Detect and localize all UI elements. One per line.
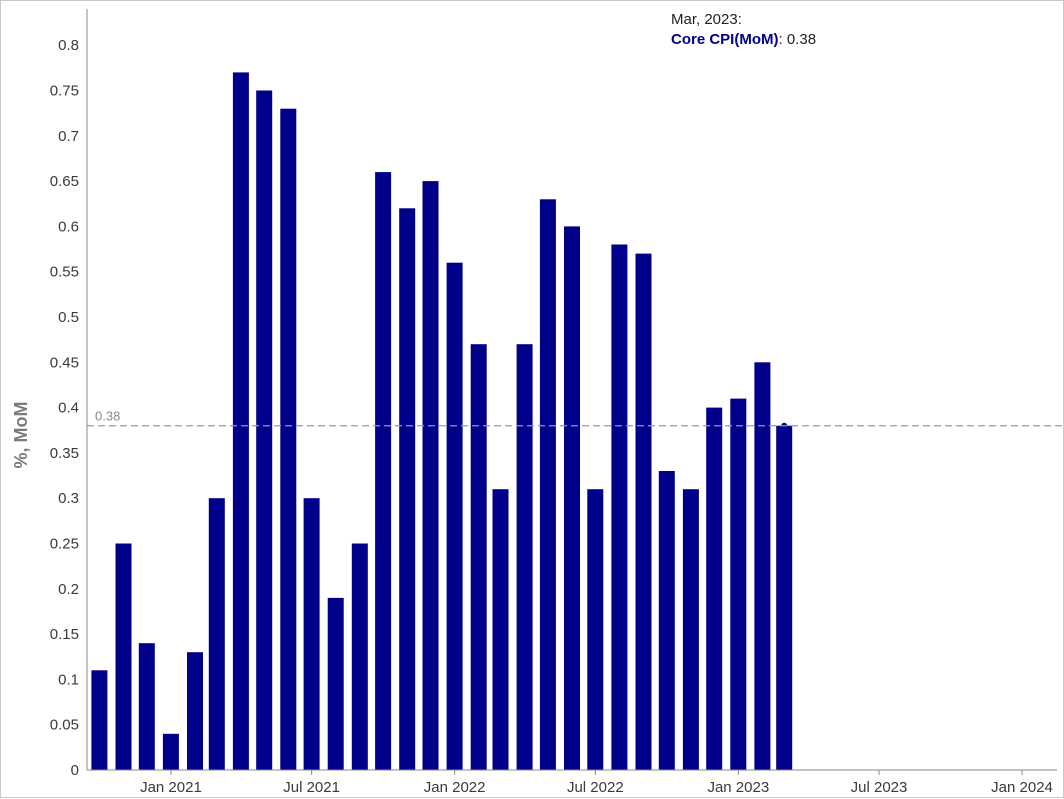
y-tick-label: 0: [71, 762, 79, 779]
reference-line-layer: 0.38: [87, 409, 1063, 427]
y-tick-label: 0.65: [50, 173, 79, 190]
tooltip-separator: :: [779, 31, 787, 48]
y-tick-label: 0.6: [58, 218, 79, 235]
bar-2021-03-01[interactable]: [208, 498, 225, 770]
x-tick-label: Jul 2023: [851, 779, 908, 796]
x-tick-label: Jul 2022: [567, 779, 624, 796]
y-tick-label: 0.55: [50, 264, 79, 281]
bar-2023-02-01[interactable]: [754, 362, 771, 770]
y-tick-label: 0.05: [50, 717, 79, 734]
bar-2021-04-01[interactable]: [232, 72, 249, 770]
tooltip-date: Mar, 2023:: [671, 11, 742, 28]
bar-2022-01-01[interactable]: [446, 262, 463, 770]
bars-layer: [91, 72, 793, 771]
tooltip-value: 0.38: [787, 31, 816, 48]
y-tick-label: 0.35: [50, 445, 79, 462]
y-tick-label: 0.5: [58, 309, 79, 326]
bar-2020-12-01[interactable]: [138, 643, 155, 770]
bar-2021-07-01[interactable]: [303, 498, 320, 770]
bar-2023-03-01[interactable]: [776, 425, 793, 770]
tooltip-line: Core CPI(MoM): 0.38: [671, 31, 816, 48]
bar-2022-10-01[interactable]: [658, 471, 675, 770]
bar-2021-10-01[interactable]: [375, 172, 392, 771]
bar-2021-11-01[interactable]: [399, 208, 416, 771]
bar-2022-07-01[interactable]: [587, 489, 604, 770]
bar-2022-09-01[interactable]: [635, 253, 652, 771]
bar-2020-10-01[interactable]: [91, 670, 108, 770]
bar-2021-09-01[interactable]: [351, 543, 368, 771]
bar-2021-02-01[interactable]: [187, 652, 203, 770]
tooltip-series-name: Core CPI(MoM): [671, 31, 779, 48]
y-tick-label: 0.75: [50, 83, 79, 100]
reference-line-label: 0.38: [95, 409, 120, 424]
bar-2021-01-01[interactable]: [162, 733, 179, 770]
y-tick-label: 0.2: [58, 581, 79, 598]
bar-2021-06-01[interactable]: [280, 108, 297, 770]
tooltip: Mar, 2023: Core CPI(MoM): 0.38: [671, 11, 816, 48]
y-tick-label: 0.45: [50, 354, 79, 371]
x-tick-label: Jan 2023: [707, 779, 769, 796]
y-tick-label: 0.4: [58, 400, 79, 417]
y-tick-label: 0.3: [58, 490, 79, 507]
y-tick-label: 0.7: [58, 128, 79, 145]
x-tick-label: Jan 2022: [424, 779, 486, 796]
x-tick-label: Jan 2021: [140, 779, 202, 796]
y-axis-label: %, MoM: [11, 402, 31, 469]
bar-2022-05-01[interactable]: [539, 199, 556, 771]
y-tick-label: 0.1: [58, 671, 79, 688]
bar-2022-06-01[interactable]: [564, 226, 580, 770]
y-tick-label: 0.8: [58, 37, 79, 54]
bar-2022-04-01[interactable]: [516, 344, 533, 770]
bar-2021-08-01[interactable]: [327, 597, 344, 770]
bar-2022-08-01[interactable]: [611, 244, 628, 771]
bar-2021-12-01[interactable]: [422, 181, 439, 771]
y-tick-label: 0.25: [50, 536, 79, 553]
bar-2022-03-01[interactable]: [492, 489, 509, 770]
bar-2022-12-01[interactable]: [706, 407, 723, 770]
bar-2022-02-01[interactable]: [470, 344, 487, 770]
bar-2023-01-01[interactable]: [730, 398, 747, 770]
x-tick-label: Jan 2024: [991, 779, 1053, 796]
bar-2021-05-01[interactable]: [256, 90, 273, 771]
x-tick-label: Jul 2021: [283, 779, 340, 796]
bar-2022-11-01[interactable]: [682, 489, 699, 770]
axes-layer: 0 0.05 0.1 0.15 0.2 0.25 0.3 0.35 0.4 0.45 0.5 0.55…: [50, 9, 1057, 796]
bar-2020-11-01[interactable]: [115, 543, 132, 771]
y-tick-label: 0.15: [50, 626, 79, 643]
